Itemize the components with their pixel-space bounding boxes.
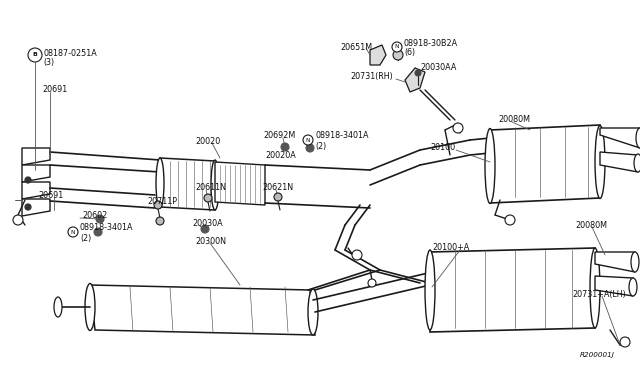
- Circle shape: [303, 135, 313, 145]
- Circle shape: [156, 217, 164, 225]
- Ellipse shape: [85, 283, 95, 330]
- Polygon shape: [22, 199, 50, 216]
- Text: 20691: 20691: [38, 190, 63, 199]
- Ellipse shape: [308, 289, 318, 335]
- Text: 20621N: 20621N: [262, 183, 293, 192]
- Circle shape: [204, 194, 212, 202]
- Polygon shape: [22, 165, 50, 182]
- Polygon shape: [600, 128, 640, 148]
- Text: (2): (2): [80, 234, 92, 243]
- Circle shape: [94, 228, 102, 236]
- Circle shape: [505, 215, 515, 225]
- Circle shape: [620, 337, 630, 347]
- Circle shape: [393, 50, 403, 60]
- Text: 20651M: 20651M: [340, 42, 372, 51]
- Polygon shape: [405, 68, 425, 92]
- Text: 20100+A: 20100+A: [432, 244, 469, 253]
- Text: R200001J: R200001J: [580, 352, 615, 358]
- Ellipse shape: [595, 125, 605, 199]
- Text: 20100: 20100: [430, 144, 455, 153]
- Ellipse shape: [425, 250, 435, 330]
- Text: 20691: 20691: [42, 86, 67, 94]
- Polygon shape: [90, 285, 315, 335]
- Polygon shape: [595, 252, 635, 272]
- Circle shape: [96, 215, 104, 223]
- Circle shape: [306, 144, 314, 152]
- Circle shape: [28, 48, 42, 62]
- Circle shape: [415, 70, 421, 76]
- Circle shape: [392, 42, 402, 52]
- Ellipse shape: [636, 128, 640, 148]
- Text: N: N: [71, 230, 76, 234]
- Text: (2): (2): [315, 141, 326, 151]
- Polygon shape: [22, 148, 50, 165]
- Circle shape: [25, 204, 31, 210]
- Text: 20020A: 20020A: [265, 151, 296, 160]
- Text: 20731(RH): 20731(RH): [350, 73, 393, 81]
- Polygon shape: [430, 248, 595, 332]
- Circle shape: [25, 177, 31, 183]
- Ellipse shape: [54, 297, 62, 317]
- Text: 20030A: 20030A: [192, 219, 223, 228]
- Text: N: N: [306, 138, 310, 142]
- Polygon shape: [22, 182, 50, 199]
- Circle shape: [68, 227, 78, 237]
- Ellipse shape: [485, 128, 495, 203]
- Circle shape: [201, 225, 209, 233]
- Polygon shape: [215, 162, 265, 205]
- Ellipse shape: [634, 154, 640, 172]
- Ellipse shape: [629, 278, 637, 296]
- Ellipse shape: [156, 158, 164, 208]
- Circle shape: [154, 201, 162, 209]
- Text: 08187-0251A: 08187-0251A: [43, 48, 97, 58]
- Text: 20080M: 20080M: [575, 221, 607, 230]
- Text: B: B: [33, 52, 37, 58]
- Ellipse shape: [211, 160, 219, 210]
- Polygon shape: [370, 45, 386, 65]
- Circle shape: [274, 193, 282, 201]
- Text: 08918-3401A: 08918-3401A: [80, 224, 134, 232]
- Text: 08918-3401A: 08918-3401A: [315, 131, 369, 141]
- Ellipse shape: [631, 252, 639, 272]
- Circle shape: [352, 250, 362, 260]
- Text: 20020: 20020: [195, 138, 220, 147]
- Text: 20731+A(LH): 20731+A(LH): [572, 291, 626, 299]
- Circle shape: [453, 123, 463, 133]
- Text: 20692M: 20692M: [263, 131, 295, 140]
- Text: (6): (6): [404, 48, 415, 58]
- Polygon shape: [160, 158, 215, 210]
- Text: 08918-30B2A: 08918-30B2A: [404, 38, 458, 48]
- Text: 20080M: 20080M: [498, 115, 530, 125]
- Polygon shape: [595, 276, 633, 296]
- Text: 20300N: 20300N: [195, 237, 226, 247]
- Text: 20611N: 20611N: [195, 183, 226, 192]
- Circle shape: [368, 279, 376, 287]
- Ellipse shape: [590, 248, 600, 328]
- Circle shape: [281, 143, 289, 151]
- Text: 20602: 20602: [82, 211, 108, 219]
- Polygon shape: [600, 152, 638, 172]
- Polygon shape: [490, 125, 600, 203]
- Text: 20711P: 20711P: [147, 198, 177, 206]
- Text: N: N: [395, 45, 399, 49]
- Text: (3): (3): [43, 58, 54, 67]
- Text: 20030AA: 20030AA: [420, 64, 456, 73]
- Circle shape: [13, 215, 23, 225]
